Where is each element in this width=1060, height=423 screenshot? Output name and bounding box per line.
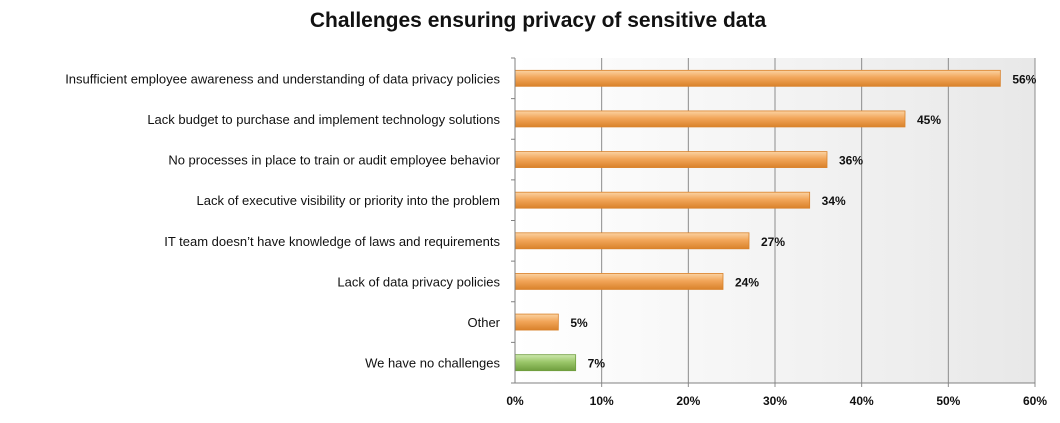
bar (514, 232, 750, 250)
bar (514, 191, 811, 209)
category-label: Other (467, 315, 500, 330)
bar (514, 273, 724, 290)
bar (514, 69, 1001, 87)
data-label: 56% (1012, 72, 1036, 86)
x-tick-label: 30% (763, 394, 787, 408)
labels: Insufficient employee awareness and unde… (65, 71, 1036, 370)
bar (514, 354, 577, 372)
x-tick-label: 20% (676, 394, 700, 408)
category-label: Lack of data privacy policies (337, 274, 500, 289)
category-label: We have no challenges (365, 356, 500, 371)
data-label: 34% (822, 194, 846, 208)
x-tick-label: 0% (506, 394, 524, 408)
category-label: Lack of executive visibility or priority… (197, 193, 500, 208)
x-tick-label: 50% (936, 394, 960, 408)
x-tick-label: 10% (590, 394, 614, 408)
data-label: 24% (735, 275, 759, 289)
category-label: IT team doesn’t have knowledge of laws a… (164, 234, 500, 249)
category-label: Lack budget to purchase and implement te… (147, 112, 500, 127)
data-label: 45% (917, 113, 941, 127)
bar (514, 313, 559, 331)
data-label: 36% (839, 154, 863, 168)
bar (514, 110, 906, 128)
chart-title: Challenges ensuring privacy of sensitive… (310, 9, 767, 32)
x-tick-label: 40% (850, 394, 874, 408)
bar (514, 151, 828, 168)
category-label: No processes in place to train or audit … (168, 153, 500, 168)
data-label: 5% (570, 316, 588, 330)
data-label: 7% (588, 357, 606, 371)
category-label: Insufficient employee awareness and unde… (65, 71, 500, 86)
axes: 0% 10% 20% 30% 40% 50% 60% (506, 57, 1047, 408)
data-label: 27% (761, 235, 785, 249)
x-tick-label: 60% (1023, 394, 1047, 408)
